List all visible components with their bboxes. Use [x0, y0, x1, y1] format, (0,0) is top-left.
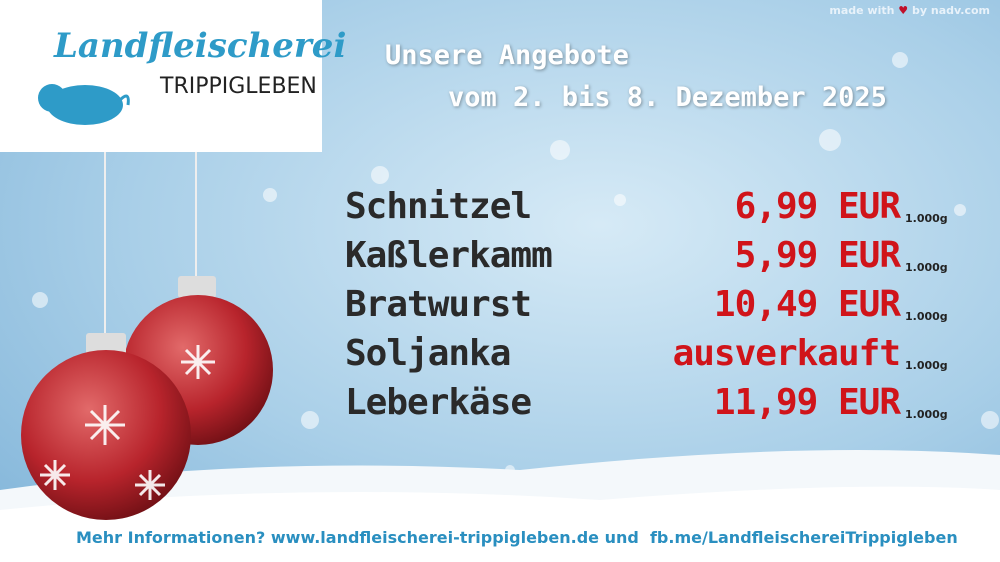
logo-name: Landfleischerei [54, 26, 347, 66]
offer-price: 5,99 EUR [734, 235, 901, 276]
logo: Landfleischerei TRIPPIGLEBEN [0, 0, 346, 152]
offer-price: 11,99 EUR [713, 382, 901, 423]
offer-name: Bratwurst [345, 284, 532, 325]
offer-unit: 1.000g [905, 408, 948, 421]
footer: Mehr Informationen? www.landfleischerei-… [76, 528, 958, 547]
offer-price: ausverkauft [672, 333, 901, 374]
subtitle: vom 2. bis 8. Dezember 2025 [448, 82, 887, 113]
offer-unit: 1.000g [905, 261, 948, 274]
logo-place: TRIPPIGLEBEN [160, 74, 317, 99]
offer-unit: 1.000g [905, 310, 948, 323]
offer-price: 6,99 EUR [734, 186, 901, 227]
offer-name: Soljanka [345, 333, 511, 374]
offer-price: 10,49 EUR [713, 284, 901, 325]
offer-name: Leberkäse [345, 382, 532, 423]
offer-unit: 1.000g [905, 212, 948, 225]
credit-text: by nadv.com [912, 4, 990, 17]
title: Unsere Angebote [385, 40, 629, 71]
pig-icon [38, 84, 130, 125]
offer-name: Kaßlerkamm [345, 235, 553, 276]
credit-text: made with [829, 4, 895, 17]
offer-name: Schnitzel [345, 186, 532, 227]
credit: made with ♥ by nadv.com [829, 4, 990, 17]
offer-unit: 1.000g [905, 359, 948, 372]
heart: ♥ [898, 4, 909, 17]
